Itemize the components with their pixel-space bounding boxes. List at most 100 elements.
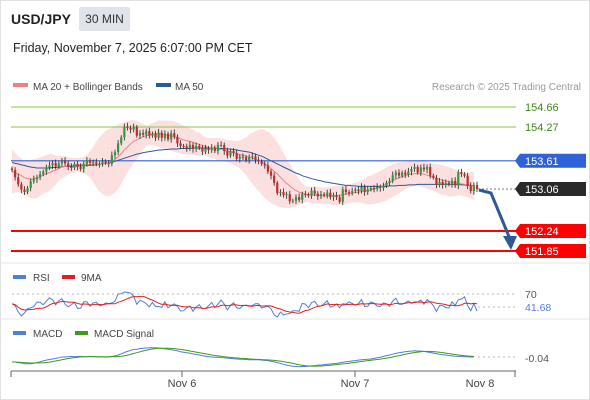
datetime-label: Friday, November 7, 2025 6:07:00 PM CET: [13, 41, 253, 55]
candle-body: [101, 161, 104, 164]
candle-body: [163, 133, 167, 138]
candle-body: [154, 133, 157, 138]
candle-body: [148, 131, 151, 136]
candle-body: [113, 152, 117, 156]
candle-body: [285, 194, 288, 196]
candle-body: [17, 177, 20, 185]
candle-body: [322, 194, 326, 196]
bollinger-band-fill: [12, 120, 474, 208]
candle-body: [207, 148, 210, 151]
candle-body: [23, 189, 26, 193]
candle-body: [282, 192, 285, 196]
candle-body: [388, 180, 391, 183]
candle-body: [241, 156, 245, 158]
level-label-2: 153.61: [525, 156, 559, 168]
candle-body: [166, 133, 170, 140]
tick-label-nov6: Nov 6: [168, 378, 197, 390]
candle-body: [88, 160, 92, 163]
candle-body: [95, 162, 98, 164]
candle-body: [341, 189, 344, 202]
candle-body: [235, 153, 238, 159]
candle-body: [223, 144, 226, 152]
candle-body: [132, 126, 135, 130]
candle-body: [363, 186, 366, 193]
candle-body: [475, 184, 479, 189]
candle-body: [463, 174, 466, 176]
tick-label-nov7: Nov 7: [341, 378, 370, 390]
ma20-legend-label: MA 20 + Bollinger Bands: [33, 82, 143, 93]
candle-body: [257, 159, 260, 162]
candle-body: [326, 192, 329, 196]
candle-body: [179, 143, 182, 146]
candle-body: [129, 128, 132, 130]
candle-body: [185, 146, 188, 149]
price-level-lines: [11, 106, 516, 252]
candle-body: [45, 167, 48, 172]
candle-body: [332, 195, 335, 198]
candle-body: [63, 160, 67, 164]
candle-body: [210, 147, 213, 151]
forecast-arrow-head: [503, 236, 517, 250]
candle-body: [201, 147, 204, 152]
ma50-legend-swatch: [156, 83, 171, 87]
candle-body: [26, 187, 29, 193]
candle-body: [419, 167, 422, 173]
symbol-title: USD/JPY: [11, 11, 71, 27]
candle-body: [457, 172, 460, 186]
tick-label-nov8: Nov 8: [466, 378, 495, 390]
candle-body: [79, 166, 82, 170]
rsi-legend-swatch: [13, 275, 26, 279]
candle-body: [48, 165, 51, 168]
candle-body: [276, 182, 279, 194]
candle-body: [110, 155, 113, 164]
candle-body: [170, 133, 173, 140]
candle-body: [92, 162, 95, 164]
candle-body: [138, 133, 142, 136]
candle-body: [157, 132, 160, 138]
candle-body: [216, 144, 220, 152]
candle-body: [469, 185, 472, 192]
candle-body: [60, 160, 64, 164]
candle-body: [298, 197, 301, 200]
candle-body: [54, 162, 57, 167]
level-label-1: 154.27: [525, 122, 559, 134]
candle-body: [438, 181, 441, 185]
candle-body: [151, 133, 154, 136]
candle-body: [441, 181, 444, 185]
candle-body: [432, 175, 435, 178]
level-tag-5: [515, 244, 586, 258]
timeframe-badge[interactable]: 30 MIN: [79, 7, 130, 31]
forecast-arrow-path: [478, 188, 512, 240]
ma50-line: [11, 147, 474, 187]
candle-body: [248, 157, 251, 161]
candle-body: [360, 186, 363, 192]
macd-legend-swatch: [13, 331, 26, 335]
candle-body: [219, 144, 223, 146]
candle-body: [42, 171, 45, 175]
candle-body: [213, 147, 216, 152]
rsi-value-label: 41.68: [525, 302, 551, 314]
candle-body: [226, 151, 229, 156]
candle-body: [145, 131, 148, 135]
candle-body: [176, 136, 179, 144]
candle-body: [401, 172, 404, 176]
candle-body: [357, 189, 360, 192]
candle-body: [104, 161, 107, 163]
candle-body: [14, 170, 17, 178]
rsi-ma-line: [11, 295, 478, 314]
candle-body: [413, 166, 416, 170]
candle-body: [107, 162, 110, 164]
rsi-ma-legend-label: 9MA: [81, 273, 102, 284]
candle-body: [394, 172, 397, 176]
candle-body: [188, 144, 191, 149]
candle-body: [366, 189, 369, 193]
candle-body: [450, 180, 454, 185]
forecast-arrow: [478, 188, 517, 250]
candle-body: [98, 163, 101, 165]
candle-body: [191, 144, 195, 150]
candle-body: [335, 195, 338, 198]
candle-body: [354, 189, 357, 192]
candle-body: [251, 156, 254, 158]
candle-body: [204, 148, 207, 152]
